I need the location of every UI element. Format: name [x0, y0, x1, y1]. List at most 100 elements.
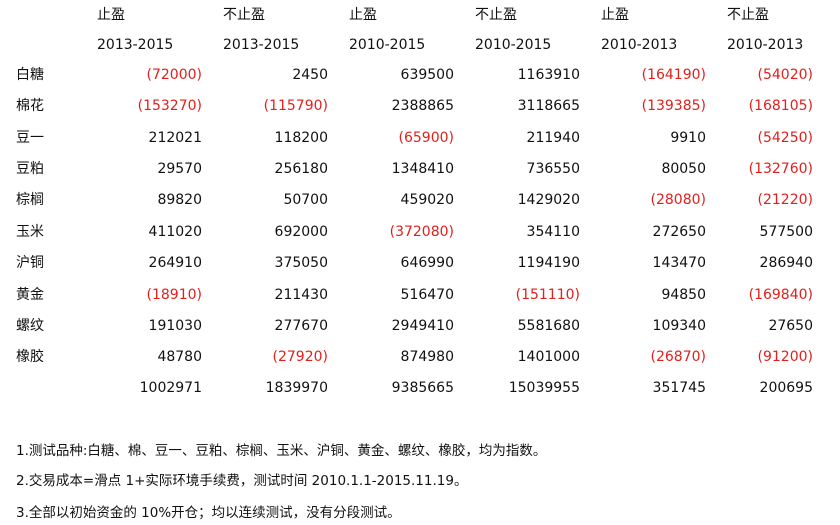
table-cell-value: 459020 — [400, 192, 454, 208]
table-cell-total: 15039955 — [508, 380, 580, 396]
table-cell-value: 1429020 — [517, 192, 580, 208]
table-row: 螺纹 191030 277670 2949410 5581680 109340 27650 — [0, 314, 840, 338]
table-cell-value: 2949410 — [391, 318, 454, 334]
column-header-period: 2010-2013 — [727, 37, 804, 53]
note-line: 1.测试品种:白糖、棉、豆一、豆粕、棕榈、玉米、沪铜、黄金、螺纹、橡胶，均为指数… — [16, 443, 547, 459]
column-header-period: 2010-2015 — [349, 37, 426, 53]
table-cell-negative: (153270) — [137, 98, 202, 114]
table-cell-value: 48780 — [157, 349, 202, 365]
totals-row: 1002971 1839970 9385665 15039955 351745 20069… — [0, 376, 840, 400]
column-header-period: 2013-2015 — [223, 37, 300, 53]
table-cell-negative: (169840) — [748, 287, 813, 303]
table-cell-value: 375050 — [274, 255, 328, 271]
column-header-strategy: 不止盈 — [475, 7, 517, 23]
table-cell-negative: (164190) — [641, 67, 706, 83]
column-header-period: 2013-2015 — [97, 37, 174, 53]
table-cell-negative: (151110) — [515, 287, 580, 303]
table-cell-value: 9910 — [670, 130, 706, 146]
table-cell-negative: (28080) — [650, 192, 706, 208]
table-row: 豆粕 29570 256180 1348410 736550 80050 (132760) — [0, 157, 840, 181]
table-cell-negative: (26870) — [650, 349, 706, 365]
table-cell-value: 272650 — [652, 224, 706, 240]
table-cell-value: 50700 — [283, 192, 328, 208]
table-cell-value: 354110 — [526, 224, 580, 240]
note-line: 3.全部以初始资金的 10%开仓；均以连续测试，没有分段测试。 — [16, 505, 401, 521]
row-label-commodity: 豆一 — [16, 130, 44, 146]
table-row: 豆一 212021 118200 (65900) 211940 9910 (54250) — [0, 126, 840, 150]
column-header-strategy: 止盈 — [97, 7, 125, 23]
table-cell-value: 1348410 — [391, 161, 454, 177]
table-cell-negative: (54020) — [757, 67, 813, 83]
header-row-period: 2013-2015 2013-2015 2010-2015 2010-2015 2010… — [0, 33, 840, 57]
table-cell-value: 577500 — [759, 224, 813, 240]
table-cell-negative: (72000) — [146, 67, 202, 83]
row-label-commodity: 沪铜 — [16, 255, 44, 271]
table-cell-value: 191030 — [148, 318, 202, 334]
table-row: 橡胶 48780 (27920) 874980 1401000 (26870) (91200… — [0, 345, 840, 369]
column-header-strategy: 不止盈 — [223, 7, 265, 23]
row-label-commodity: 豆粕 — [16, 161, 44, 177]
table-cell-value: 211940 — [526, 130, 580, 146]
table-cell-value: 212021 — [148, 130, 202, 146]
table-cell-value: 1163910 — [517, 67, 580, 83]
table-cell-negative: (132760) — [748, 161, 813, 177]
row-label-commodity: 白糖 — [16, 67, 44, 83]
table-cell-value: 277670 — [274, 318, 328, 334]
table-cell-value: 1401000 — [517, 349, 580, 365]
row-label-commodity: 橡胶 — [16, 349, 44, 365]
table-row: 白糖 (72000) 2450 639500 1163910 (164190) (54020… — [0, 63, 840, 87]
table-cell-value: 89820 — [157, 192, 202, 208]
row-label-commodity: 棕榈 — [16, 192, 44, 208]
column-header-period: 2010-2015 — [475, 37, 552, 53]
column-header-strategy: 止盈 — [601, 7, 629, 23]
table-row: 黄金 (18910) 211430 516470 (151110) 94850 (16984… — [0, 283, 840, 307]
note-line: 2.交易成本=滑点 1+实际环境手续费，测试时间 2010.1.1-2015.1… — [16, 473, 468, 489]
table-cell-value: 211430 — [274, 287, 328, 303]
table-cell-negative: (18910) — [146, 287, 202, 303]
table-row: 棕榈 89820 50700 459020 1429020 (28080) (21220) — [0, 188, 840, 212]
table-cell-negative: (168105) — [748, 98, 813, 114]
table-cell-value: 118200 — [274, 130, 328, 146]
column-header-period: 2010-2013 — [601, 37, 678, 53]
table-cell-value: 94850 — [661, 287, 706, 303]
table-cell-value: 27650 — [768, 318, 813, 334]
table-row: 棉花 (153270) (115790) 2388865 3118665 (139385)… — [0, 94, 840, 118]
table-cell-negative: (54250) — [757, 130, 813, 146]
table-cell-negative: (115790) — [263, 98, 328, 114]
table-cell-negative: (65900) — [398, 130, 454, 146]
table-cell-value: 264910 — [148, 255, 202, 271]
table-cell-total: 1839970 — [265, 380, 328, 396]
table-cell-value: 29570 — [157, 161, 202, 177]
table-cell-value: 286940 — [759, 255, 813, 271]
table-cell-value: 2388865 — [391, 98, 454, 114]
column-header-strategy: 不止盈 — [727, 7, 769, 23]
table-cell-value: 411020 — [148, 224, 202, 240]
table-cell-value: 143470 — [652, 255, 706, 271]
table-cell-total: 9385665 — [391, 380, 454, 396]
header-row-strategy: 止盈 不止盈 止盈 不止盈 止盈 不止盈 — [0, 3, 840, 27]
table-cell-negative: (21220) — [757, 192, 813, 208]
table-cell-value: 516470 — [400, 287, 454, 303]
table-cell-value: 256180 — [274, 161, 328, 177]
table-cell-value: 874980 — [400, 349, 454, 365]
table-cell-negative: (139385) — [641, 98, 706, 114]
table-cell-value: 692000 — [274, 224, 328, 240]
table-row: 沪铜 264910 375050 646990 1194190 143470 286940 — [0, 251, 840, 275]
table-cell-value: 639500 — [400, 67, 454, 83]
table-cell-negative: (27920) — [272, 349, 328, 365]
table-cell-value: 3118665 — [517, 98, 580, 114]
row-label-commodity: 棉花 — [16, 98, 44, 114]
table-cell-value: 736550 — [526, 161, 580, 177]
table-cell-value: 80050 — [661, 161, 706, 177]
row-label-commodity: 玉米 — [16, 224, 44, 240]
row-label-commodity: 黄金 — [16, 287, 44, 303]
table-cell-negative: (372080) — [389, 224, 454, 240]
table-cell-total: 351745 — [652, 380, 706, 396]
table-cell-negative: (91200) — [757, 349, 813, 365]
table-cell-value: 109340 — [652, 318, 706, 334]
table-cell-value: 2450 — [292, 67, 328, 83]
row-label-commodity: 螺纹 — [16, 318, 44, 334]
column-header-strategy: 止盈 — [349, 7, 377, 23]
table-cell-total: 1002971 — [139, 380, 202, 396]
